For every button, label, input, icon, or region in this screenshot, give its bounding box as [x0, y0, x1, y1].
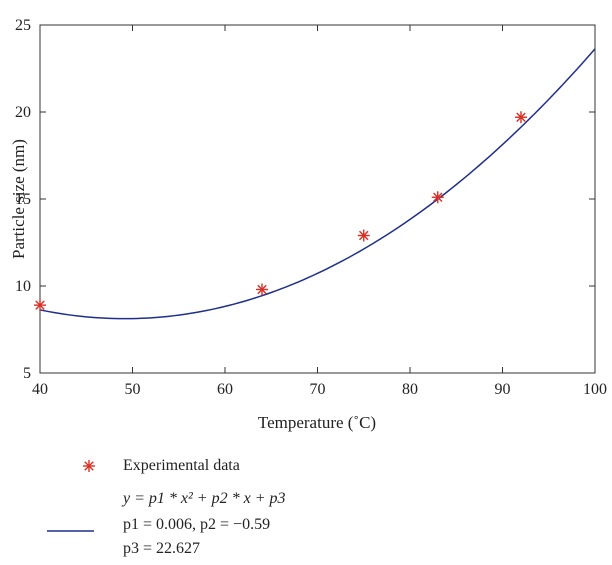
y-tick-label-1: 10: [15, 278, 31, 295]
y-axis-title: Particle size (nm): [9, 139, 28, 259]
x-tick-label-2: 60: [217, 381, 233, 398]
data-point-4: [515, 111, 527, 123]
data-point-3: [432, 191, 444, 203]
x-tick-label-5: 90: [495, 381, 511, 398]
y-tick-label-0: 5: [23, 365, 31, 382]
plot-area: [40, 25, 595, 373]
x-axis-title: Temperature (˚C): [258, 413, 376, 432]
data-point-0: [34, 299, 46, 311]
data-point-2: [358, 230, 370, 242]
x-tick-label-0: 40: [32, 381, 48, 398]
data-point-1: [256, 283, 268, 295]
x-tick-label-3: 70: [310, 381, 326, 398]
x-tick-label-6: 100: [583, 381, 607, 398]
legend-coefficients-1: p1 = 0.006, p2 = −0.59: [123, 516, 270, 533]
legend-asterisk: [83, 460, 95, 472]
y-tick-label-3: 20: [15, 104, 31, 121]
y-tick-label-4: 25: [15, 17, 31, 34]
legend-equation: y = p1 * x² + p2 * x + p3: [121, 490, 286, 507]
legend: Experimental data y = p1 * x² + p2 * x +…: [47, 457, 286, 557]
x-tick-label-1: 50: [125, 381, 141, 398]
x-tick-label-4: 80: [402, 381, 418, 398]
legend-label-experimental: Experimental data: [123, 457, 240, 474]
legend-coefficients-2: p3 = 22.627: [123, 540, 200, 557]
legend-marker-experimental: [83, 460, 95, 472]
